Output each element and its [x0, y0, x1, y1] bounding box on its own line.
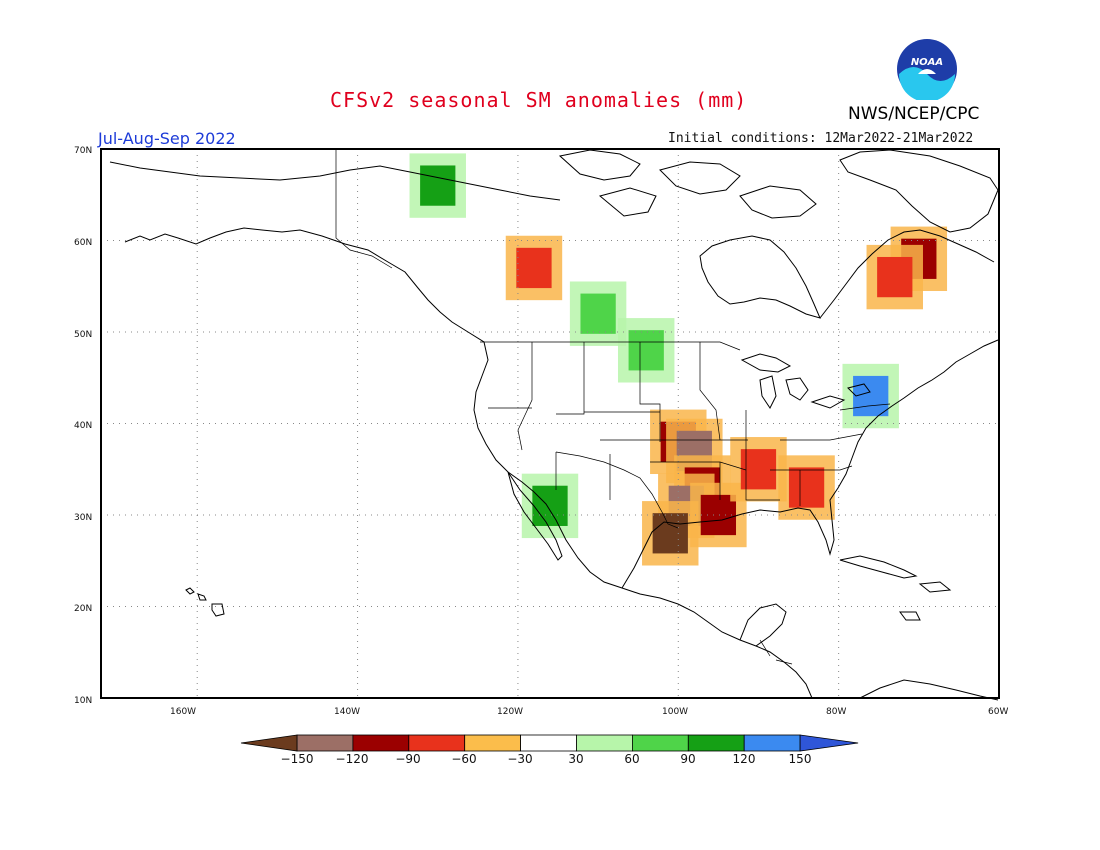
coastlines — [109, 149, 999, 701]
lat-label: 30N — [74, 513, 92, 523]
anomaly-cell — [788, 467, 825, 508]
agency-label: NWS/NCEP/CPC — [848, 104, 980, 124]
lat-label: 50N — [74, 330, 92, 340]
colorbar-low-arrow — [240, 734, 298, 752]
anomaly-cell — [652, 513, 688, 554]
colorbar-box — [743, 734, 801, 752]
svg-text:NOAA: NOAA — [911, 57, 943, 68]
colorbar-box — [687, 734, 745, 752]
lon-label: 160W — [170, 707, 196, 717]
colorbar-label: 90 — [680, 752, 695, 766]
map-title: CFSv2 seasonal SM anomalies (mm) — [330, 88, 748, 112]
anomaly-cell — [628, 330, 664, 371]
political-borders — [335, 150, 891, 665]
colorbar-label: −60 — [451, 752, 476, 766]
colorbar-labels: −150 −120 −90 −60 −30 30 60 90 120 150 — [281, 752, 812, 766]
colorbar-box — [408, 734, 466, 752]
colorbar-box — [576, 734, 633, 752]
lon-label: 80W — [826, 707, 846, 717]
longitude-labels: 160W 140W 120W 100W 80W 60W — [170, 707, 1008, 717]
colorbar-label: 60 — [624, 752, 639, 766]
lon-label: 120W — [497, 707, 523, 717]
colorbar-box — [352, 734, 410, 752]
colorbar-box — [296, 734, 354, 752]
anomaly-cell — [740, 449, 777, 490]
anomaly-cell — [700, 494, 737, 536]
initial-conditions: Initial conditions: 12Mar2022-21Mar2022 — [668, 131, 974, 146]
anomaly-cell — [853, 375, 889, 417]
anomaly-cell — [877, 256, 913, 298]
colorbar-label: −30 — [507, 752, 532, 766]
lat-label: 20N — [74, 604, 92, 614]
colorbar-label: −150 — [281, 752, 314, 766]
colorbar-label: 120 — [733, 752, 756, 766]
colorbar-box — [632, 734, 689, 752]
colorbar-label: 30 — [568, 752, 583, 766]
anomaly-field — [409, 153, 948, 566]
colorbar-label: −90 — [395, 752, 420, 766]
lon-label: 140W — [334, 707, 360, 717]
lat-label: 70N — [74, 146, 92, 156]
colorbar-label: 150 — [789, 752, 812, 766]
anomaly-cell — [532, 485, 568, 526]
forecast-period: Jul-Aug-Sep 2022 — [98, 129, 236, 148]
anomaly-cell — [516, 247, 552, 289]
colorbar-box — [464, 734, 522, 752]
colorbar-label: −120 — [336, 752, 369, 766]
colorbar-high-arrow — [799, 734, 859, 752]
latitude-labels: 70N 60N 50N 40N 30N 20N 10N — [74, 146, 92, 706]
anomaly-cell — [580, 293, 616, 334]
noaa-logo-icon: NOAA — [897, 39, 957, 100]
lat-label: 60N — [74, 238, 92, 248]
anomaly-cell — [420, 165, 456, 206]
map-frame — [100, 148, 1000, 699]
lon-label: 100W — [662, 707, 688, 717]
lon-label: 60W — [988, 707, 1008, 717]
colorbar-box — [520, 734, 577, 752]
lat-label: 10N — [74, 696, 92, 706]
lat-label: 40N — [74, 421, 92, 431]
